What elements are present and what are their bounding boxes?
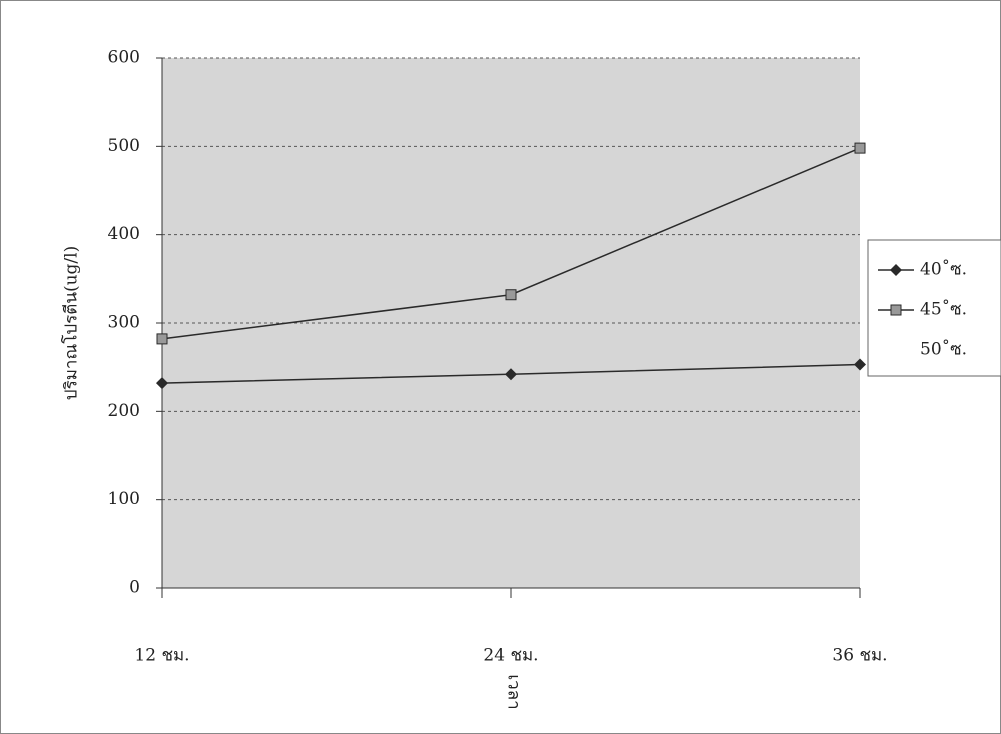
legend-label: 40˚ซ. (920, 260, 967, 280)
y-axis-label: ปริมาณโปรตีน(ug/l) (61, 246, 82, 400)
x-tick-label: 24 ชม. (483, 646, 538, 666)
marker (157, 334, 167, 344)
x-tick-label: 36 ชม. (832, 646, 887, 666)
y-tick-label: 600 (108, 48, 140, 68)
y-tick-label: 300 (108, 313, 140, 333)
y-tick-label: 100 (108, 489, 140, 509)
y-tick-label: 500 (108, 136, 140, 156)
y-tick-label: 200 (108, 401, 140, 421)
x-tick-label: 12 ชม. (134, 646, 189, 666)
marker (891, 305, 901, 315)
x-axis-label: เวลา (504, 674, 524, 709)
legend-label: 50˚ซ. (920, 340, 967, 360)
marker (506, 290, 516, 300)
legend-label: 45˚ซ. (920, 300, 967, 320)
y-tick-label: 0 (129, 578, 140, 598)
marker (855, 143, 865, 153)
chart: ปริมาณโปรตีน(ug/l) เวลา 0 100 200 300 400 500… (0, 0, 1001, 734)
y-tick-label: 400 (108, 224, 140, 244)
